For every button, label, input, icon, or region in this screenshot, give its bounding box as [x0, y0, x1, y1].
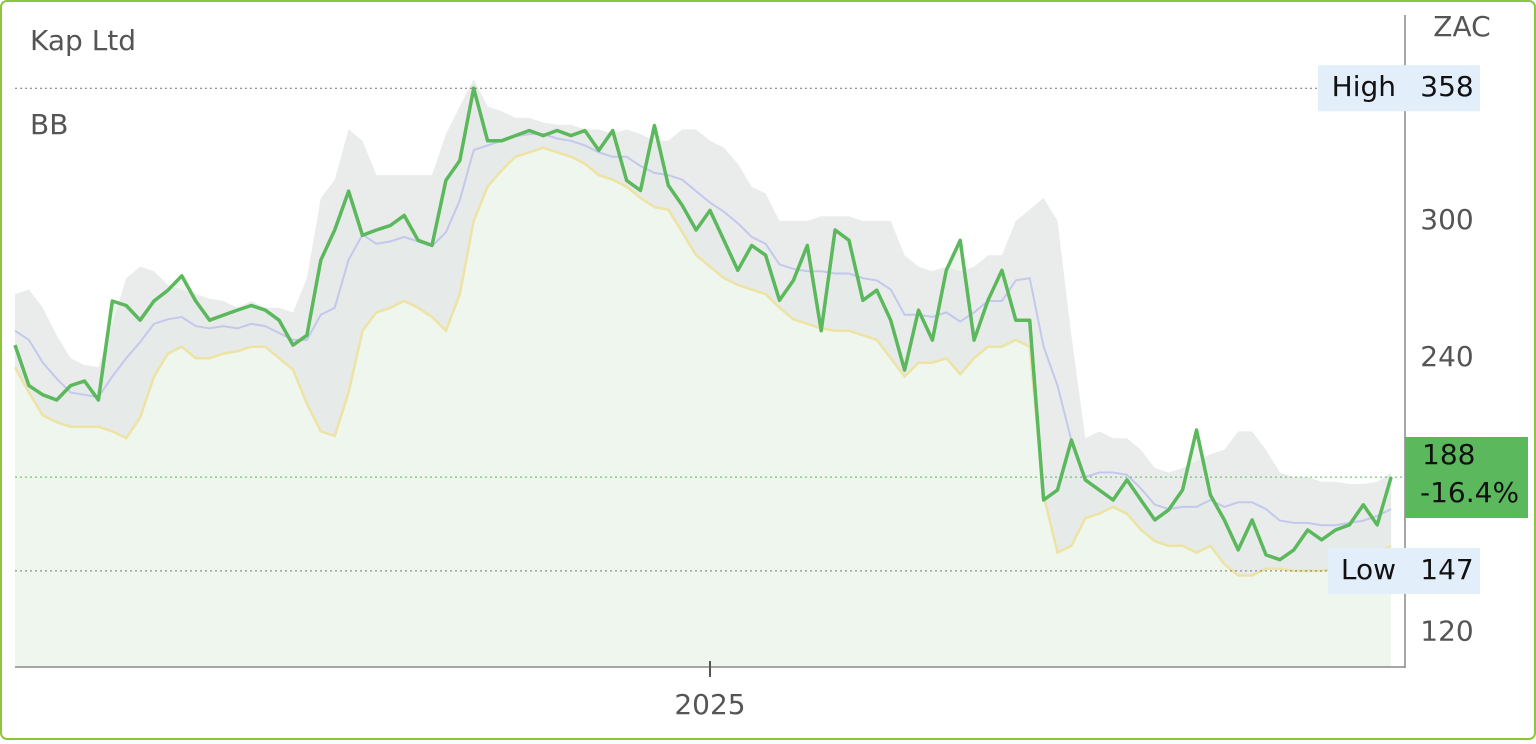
y-tick-label: 120	[1420, 615, 1473, 648]
lower-band	[13, 146, 1392, 577]
last-change: -16.4%	[1420, 476, 1519, 509]
indicator-label: BB	[30, 108, 68, 141]
high-box	[1318, 65, 1480, 112]
last-box	[1405, 437, 1528, 518]
plot-area	[13, 79, 1393, 667]
last-value: 188	[1422, 438, 1475, 471]
price-line	[13, 86, 1393, 562]
low-label: Low	[1341, 553, 1396, 586]
x-tick-label: 2025	[674, 688, 745, 721]
high-label: High	[1332, 70, 1396, 103]
high-value: 358	[1420, 70, 1473, 103]
y-tick-label: 300	[1420, 203, 1473, 236]
band-area	[15, 79, 1392, 576]
middle-band	[14, 133, 1392, 527]
low-value: 147	[1420, 553, 1473, 586]
unit-label: ZAC	[1433, 10, 1490, 43]
y-tick-label: 240	[1420, 340, 1473, 373]
chart-title: Kap Ltd	[30, 24, 136, 57]
low-box	[1328, 547, 1480, 594]
